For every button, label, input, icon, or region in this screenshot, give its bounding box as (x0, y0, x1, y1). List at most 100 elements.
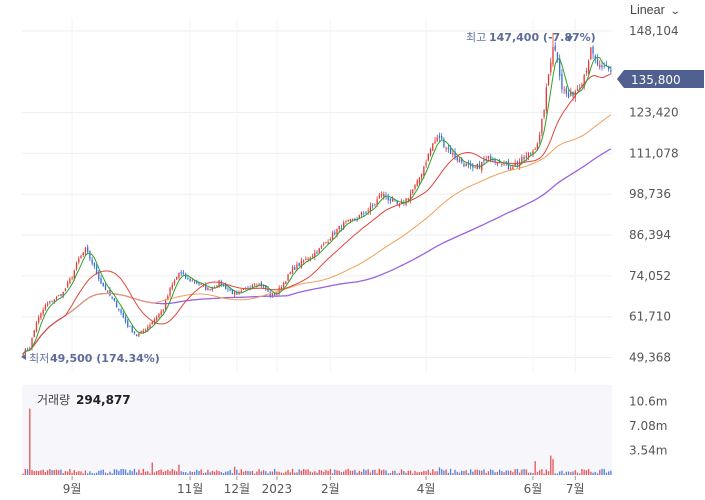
candle-body (452, 153, 454, 155)
volume-bar (545, 469, 547, 475)
candle-body (349, 219, 352, 222)
volume-bar (278, 471, 280, 475)
time-tick-label: 6월 (524, 482, 543, 496)
candle-body (318, 248, 320, 253)
candle-body (182, 272, 185, 275)
volume-bar (394, 470, 396, 475)
volume-bar (365, 470, 367, 475)
volume-bar (554, 473, 556, 475)
volume-bar (320, 470, 323, 475)
volume-bar (574, 470, 576, 475)
volume-bar (178, 464, 180, 475)
candle-body (599, 64, 601, 68)
volume-bar (298, 469, 300, 475)
volume-bar (82, 473, 84, 475)
volume-bar (69, 469, 71, 475)
candle-body (178, 272, 180, 278)
volume-bar (467, 473, 470, 475)
volume-bar (458, 472, 461, 475)
candle-body (585, 70, 588, 73)
volume-bar (371, 469, 374, 475)
candle-body (66, 282, 69, 288)
volume-bar (164, 470, 167, 475)
candle-body (514, 163, 516, 167)
candle-body (122, 313, 124, 318)
volume-bar (124, 469, 127, 475)
volume-bar (438, 467, 441, 475)
candle-body (554, 45, 556, 51)
candle-body (294, 267, 296, 270)
volume-bar (202, 472, 205, 475)
candle-body (505, 161, 507, 163)
candle-body (487, 156, 490, 159)
volume-bar (211, 470, 214, 475)
candle-body (449, 147, 452, 154)
volume-bar (416, 472, 418, 475)
volume-bar (189, 471, 191, 475)
volume-bar (425, 471, 427, 475)
candle-body (545, 87, 547, 111)
candle-body (501, 164, 503, 166)
volume-bar (327, 470, 329, 475)
candle-body (42, 309, 44, 315)
volume-bar (227, 471, 229, 475)
candle-body (253, 284, 256, 286)
volume-bar (73, 470, 75, 475)
volume-tick-label: 7.08m (629, 419, 667, 433)
volume-bar (363, 469, 365, 475)
volume-bar (387, 473, 389, 475)
candle-body (267, 288, 269, 292)
candle-body (367, 210, 369, 212)
volume-bar (378, 468, 381, 475)
volume-bar (501, 471, 503, 475)
candle-body (492, 159, 494, 161)
volume-bar (245, 470, 247, 475)
volume-bar (229, 469, 231, 475)
candle-body (358, 215, 360, 219)
volume-bar (80, 471, 82, 475)
volume-bar (258, 469, 260, 475)
scale-dropdown[interactable]: Linear ⌄ (630, 3, 680, 17)
volume-bar (583, 469, 585, 475)
volume-tick-label: 10.6m (629, 395, 667, 409)
price-tick-label: 123,420 (629, 106, 679, 120)
volume-bar (113, 469, 116, 475)
candle-body (147, 326, 149, 331)
volume-bar (525, 469, 527, 475)
candle-body (260, 282, 263, 287)
candle-body (162, 310, 165, 311)
volume-bar (169, 471, 171, 475)
volume-bar (109, 471, 111, 475)
candle-body (343, 222, 345, 228)
volume-bar (429, 472, 432, 475)
volume-bar (478, 470, 481, 475)
volume-bar (318, 470, 320, 475)
candle-body (58, 295, 60, 296)
volume-bar (331, 473, 334, 475)
candle-body (258, 283, 260, 285)
price-tick-label: 61,710 (629, 310, 671, 324)
candle-body (240, 291, 242, 292)
volume-bar (483, 469, 485, 475)
volume-bar (31, 469, 33, 475)
volume-bar (603, 468, 605, 475)
candle-body (216, 285, 218, 287)
volume-bar (218, 471, 220, 475)
high-marker-value: 147,400 (-7.87%) (489, 31, 596, 44)
candle-body (142, 330, 145, 332)
volume-bar (233, 466, 236, 475)
volume-bar (314, 471, 316, 475)
candle-body (107, 290, 109, 292)
volume-bar (53, 470, 55, 475)
candle-body (311, 255, 314, 257)
volume-bar (463, 471, 465, 475)
volume-bar (351, 470, 354, 475)
candle-body (371, 205, 374, 207)
volume-bar (358, 470, 360, 475)
volume-bar (400, 469, 403, 475)
high-marker-arrow-icon (566, 36, 573, 42)
candles (22, 33, 612, 358)
candle-body (405, 198, 407, 205)
candle-body (191, 280, 193, 282)
